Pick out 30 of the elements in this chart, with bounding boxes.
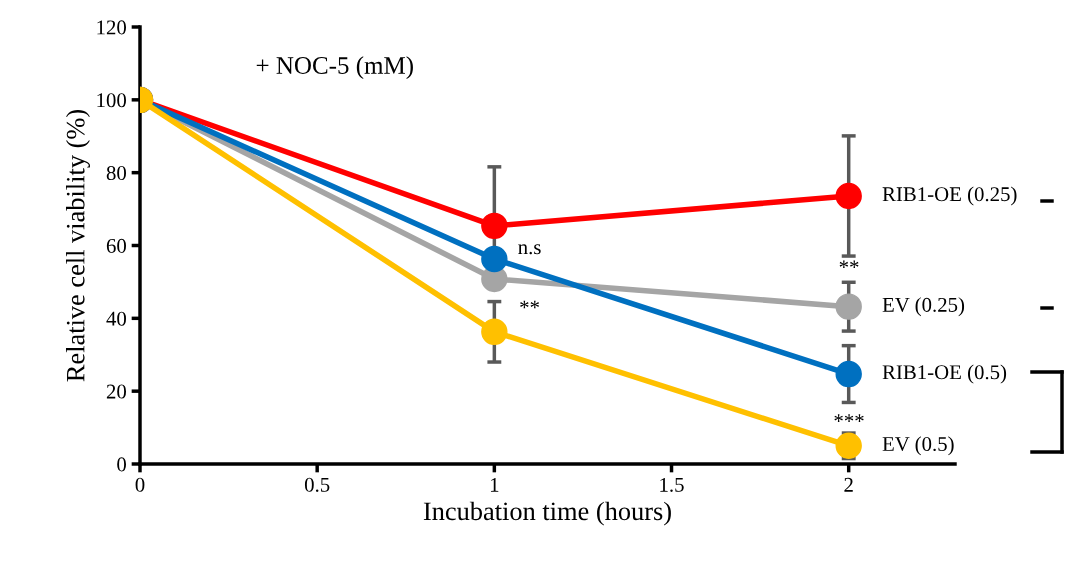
- series-label: EV (0.25): [882, 297, 965, 317]
- x-tick-label: 0: [135, 477, 145, 492]
- annotation: ***: [834, 414, 864, 422]
- y-tick-label: 80: [106, 166, 127, 181]
- annotation: n.s: [518, 244, 541, 255]
- x-tick-label: 1.5: [660, 477, 684, 492]
- y-tick-label: 60: [106, 238, 127, 253]
- series-label: RIB1-OE (0.25): [882, 186, 1017, 206]
- point: [835, 293, 862, 320]
- y-tick-label: 120: [97, 20, 127, 35]
- y-axis-title: Relative cell viability (%): [65, 110, 90, 382]
- x-axis-title: Incubation time (hours): [423, 501, 671, 526]
- point: [481, 212, 508, 240]
- y-tick-label: 20: [106, 384, 127, 399]
- annotation: + NOC-5 (mM): [256, 56, 413, 79]
- x-tick-label: 1: [490, 477, 499, 492]
- point: [481, 318, 508, 346]
- point: [835, 360, 862, 388]
- annotation: **: [839, 260, 859, 269]
- point: [835, 182, 862, 210]
- y-tick-label: 100: [97, 93, 127, 108]
- series-label: EV (0.5): [882, 436, 954, 456]
- series-label: RIB1-OE (0.5): [882, 364, 1007, 384]
- point: [835, 432, 862, 459]
- x-tick-label: 2: [844, 477, 853, 492]
- x-tick-label: 0.5: [304, 477, 330, 492]
- y-tick-label: 40: [106, 311, 127, 326]
- annotation: **: [520, 300, 539, 309]
- y-tick-label: 0: [117, 457, 127, 472]
- point: [481, 245, 508, 273]
